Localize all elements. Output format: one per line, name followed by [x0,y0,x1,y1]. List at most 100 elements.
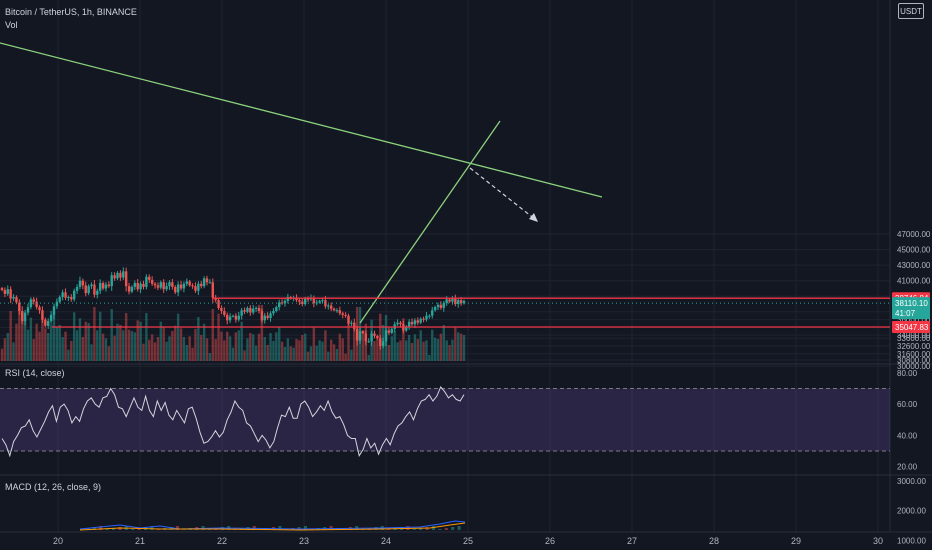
candle-body [18,302,21,312]
volume-bar [428,355,431,361]
chart-grid [0,0,932,533]
volume-bar [260,305,264,361]
time-tick-label: 29 [791,536,801,546]
volume-bar [289,346,292,361]
candle-body [425,315,428,320]
chart-drawings [0,42,890,328]
volume-bar [376,339,379,361]
candle-body [373,333,376,336]
volume-bars [0,305,466,361]
volume-bar [228,336,232,361]
volume-bar [81,337,85,361]
volume-legend[interactable]: Vol [5,20,18,30]
price-tick-label: 36000.00 [897,316,931,325]
volume-bar [107,346,111,361]
candle-body [353,322,356,329]
volume-bar [87,323,90,361]
descending-trend-line [0,42,603,198]
candle-body [246,307,249,312]
candle-body [226,314,229,321]
currency-selector[interactable]: USDT [898,3,924,19]
candle-body [15,297,18,303]
volume-bar [226,331,229,361]
current-price-badge [892,297,930,320]
candle-body [41,310,44,320]
volume-bar [350,349,353,361]
volume-bar [104,338,108,361]
candle-body [283,300,287,304]
candle-body [381,341,385,347]
candlestick-series [0,267,466,350]
rsi-tick-label: 40.00 [897,431,918,440]
macd-histogram-bar [444,528,448,530]
candle-body [159,282,163,288]
rsi-title: RSI (14, close) [5,368,65,378]
candle-body [260,311,264,321]
volume-bar [315,345,318,361]
volume-bar [148,339,151,361]
volume-bar [367,355,370,361]
volume-bar [176,313,180,361]
candle-body [113,275,116,279]
volume-bar [211,309,214,361]
candle-body [327,305,330,307]
volume-bar [78,318,82,361]
volume-bar [35,323,38,361]
volume-bar [200,335,203,361]
volume-bar [462,335,466,361]
candle-body [231,315,235,317]
candle-body [214,297,217,301]
candle-body [405,326,408,331]
volume-bar [38,331,41,361]
candle-body [205,278,209,283]
volume-bar [223,340,226,361]
symbol-legend[interactable]: Bitcoin / TetherUS, 1h, BINANCE [5,7,137,17]
candle-body [321,300,324,302]
candle-body [188,281,191,286]
volume-bar [67,349,70,361]
candle-body [110,275,113,287]
candle-body [280,302,284,304]
volume-bar [269,333,272,361]
volume-bar [396,342,399,361]
macd-tick-label: 3000.00 [897,477,926,486]
candle-body [23,312,27,322]
candle-body [78,280,82,287]
candle-body [254,307,258,309]
volume-bar [6,333,9,361]
volume-bar [292,347,295,361]
macd-histogram-bar [451,527,455,530]
candle-body [448,299,451,302]
candle-body [419,318,422,323]
volume-bar [399,340,402,361]
macd-histogram-bar [438,529,442,530]
candle-body [278,302,281,308]
candle-body [202,278,206,287]
time-tick-label: 24 [381,536,391,546]
candle-body [130,286,134,292]
volume-bar [445,340,448,361]
volume-bar [321,341,324,361]
projection-arrow-head [529,213,538,222]
candle-body [165,286,168,290]
candle-body [367,341,370,343]
candle-body [67,297,70,299]
price-tick-label: 30000.00 [897,362,931,371]
volume-bar [246,338,249,361]
candle-body [350,322,353,324]
volume-bar [58,325,61,361]
volume-bar [283,347,287,361]
candle-body [263,315,266,321]
macd-histogram-bar [412,529,416,530]
candle-body [176,284,180,293]
candle-body [257,307,261,312]
volume-bar [116,323,119,361]
volume-bar [101,333,105,361]
rsi-line [1,385,465,458]
candle-body [90,284,93,287]
candle-body [318,300,321,303]
volume-bar [353,324,356,361]
candle-body [379,338,382,347]
candle-body [358,331,362,341]
